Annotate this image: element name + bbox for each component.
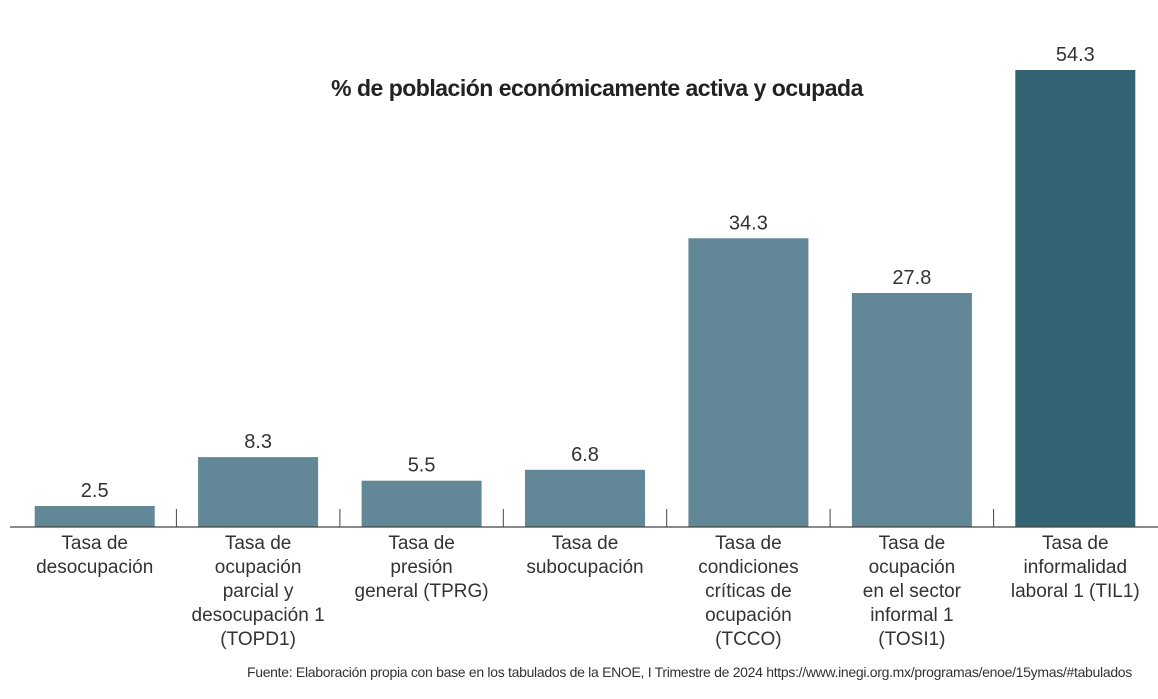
- bar: [1015, 70, 1136, 527]
- category-label: Tasa de condiciones críticas de ocupación (T…: [698, 533, 798, 650]
- value-label: 27.8: [892, 267, 931, 289]
- bar: [361, 480, 482, 527]
- bar: [34, 506, 155, 527]
- x-axis: [10, 509, 1158, 528]
- category-label: Tasa de ocupación parcial y desocupación 1(…: [192, 533, 325, 650]
- value-label: 6.8: [571, 444, 599, 466]
- category-label: Tasa de subocupación: [526, 533, 643, 578]
- source-note: Fuente: Elaboración propia con base en l…: [246, 664, 1132, 680]
- bar: [851, 293, 972, 527]
- chart-title: % de población económicamente activa y o…: [331, 75, 863, 101]
- category-label: Tasa de informalidad laboral 1 (TIL1): [1011, 533, 1140, 602]
- bar: [688, 238, 809, 528]
- category-label: Tasa de presión general (TPRG): [355, 533, 489, 602]
- bar: [198, 457, 319, 527]
- category-label: Tasa de ocupación en el sector informal 1 (T…: [863, 533, 962, 650]
- bars-group: [34, 70, 1136, 528]
- bar: [525, 469, 645, 527]
- value-label: 2.5: [81, 480, 109, 502]
- category-labels-group: Tasa de desocupación Tasa de ocupación parci…: [36, 533, 1140, 650]
- value-label: 5.5: [408, 455, 436, 477]
- value-label: 34.3: [729, 212, 768, 234]
- value-labels-group: 2.5 8.3 5.5 6.8 34.3 27.8 54.3: [81, 44, 1095, 502]
- value-label: 54.3: [1056, 44, 1095, 66]
- category-label: Tasa de desocupación: [36, 533, 153, 578]
- value-label: 8.3: [244, 431, 272, 453]
